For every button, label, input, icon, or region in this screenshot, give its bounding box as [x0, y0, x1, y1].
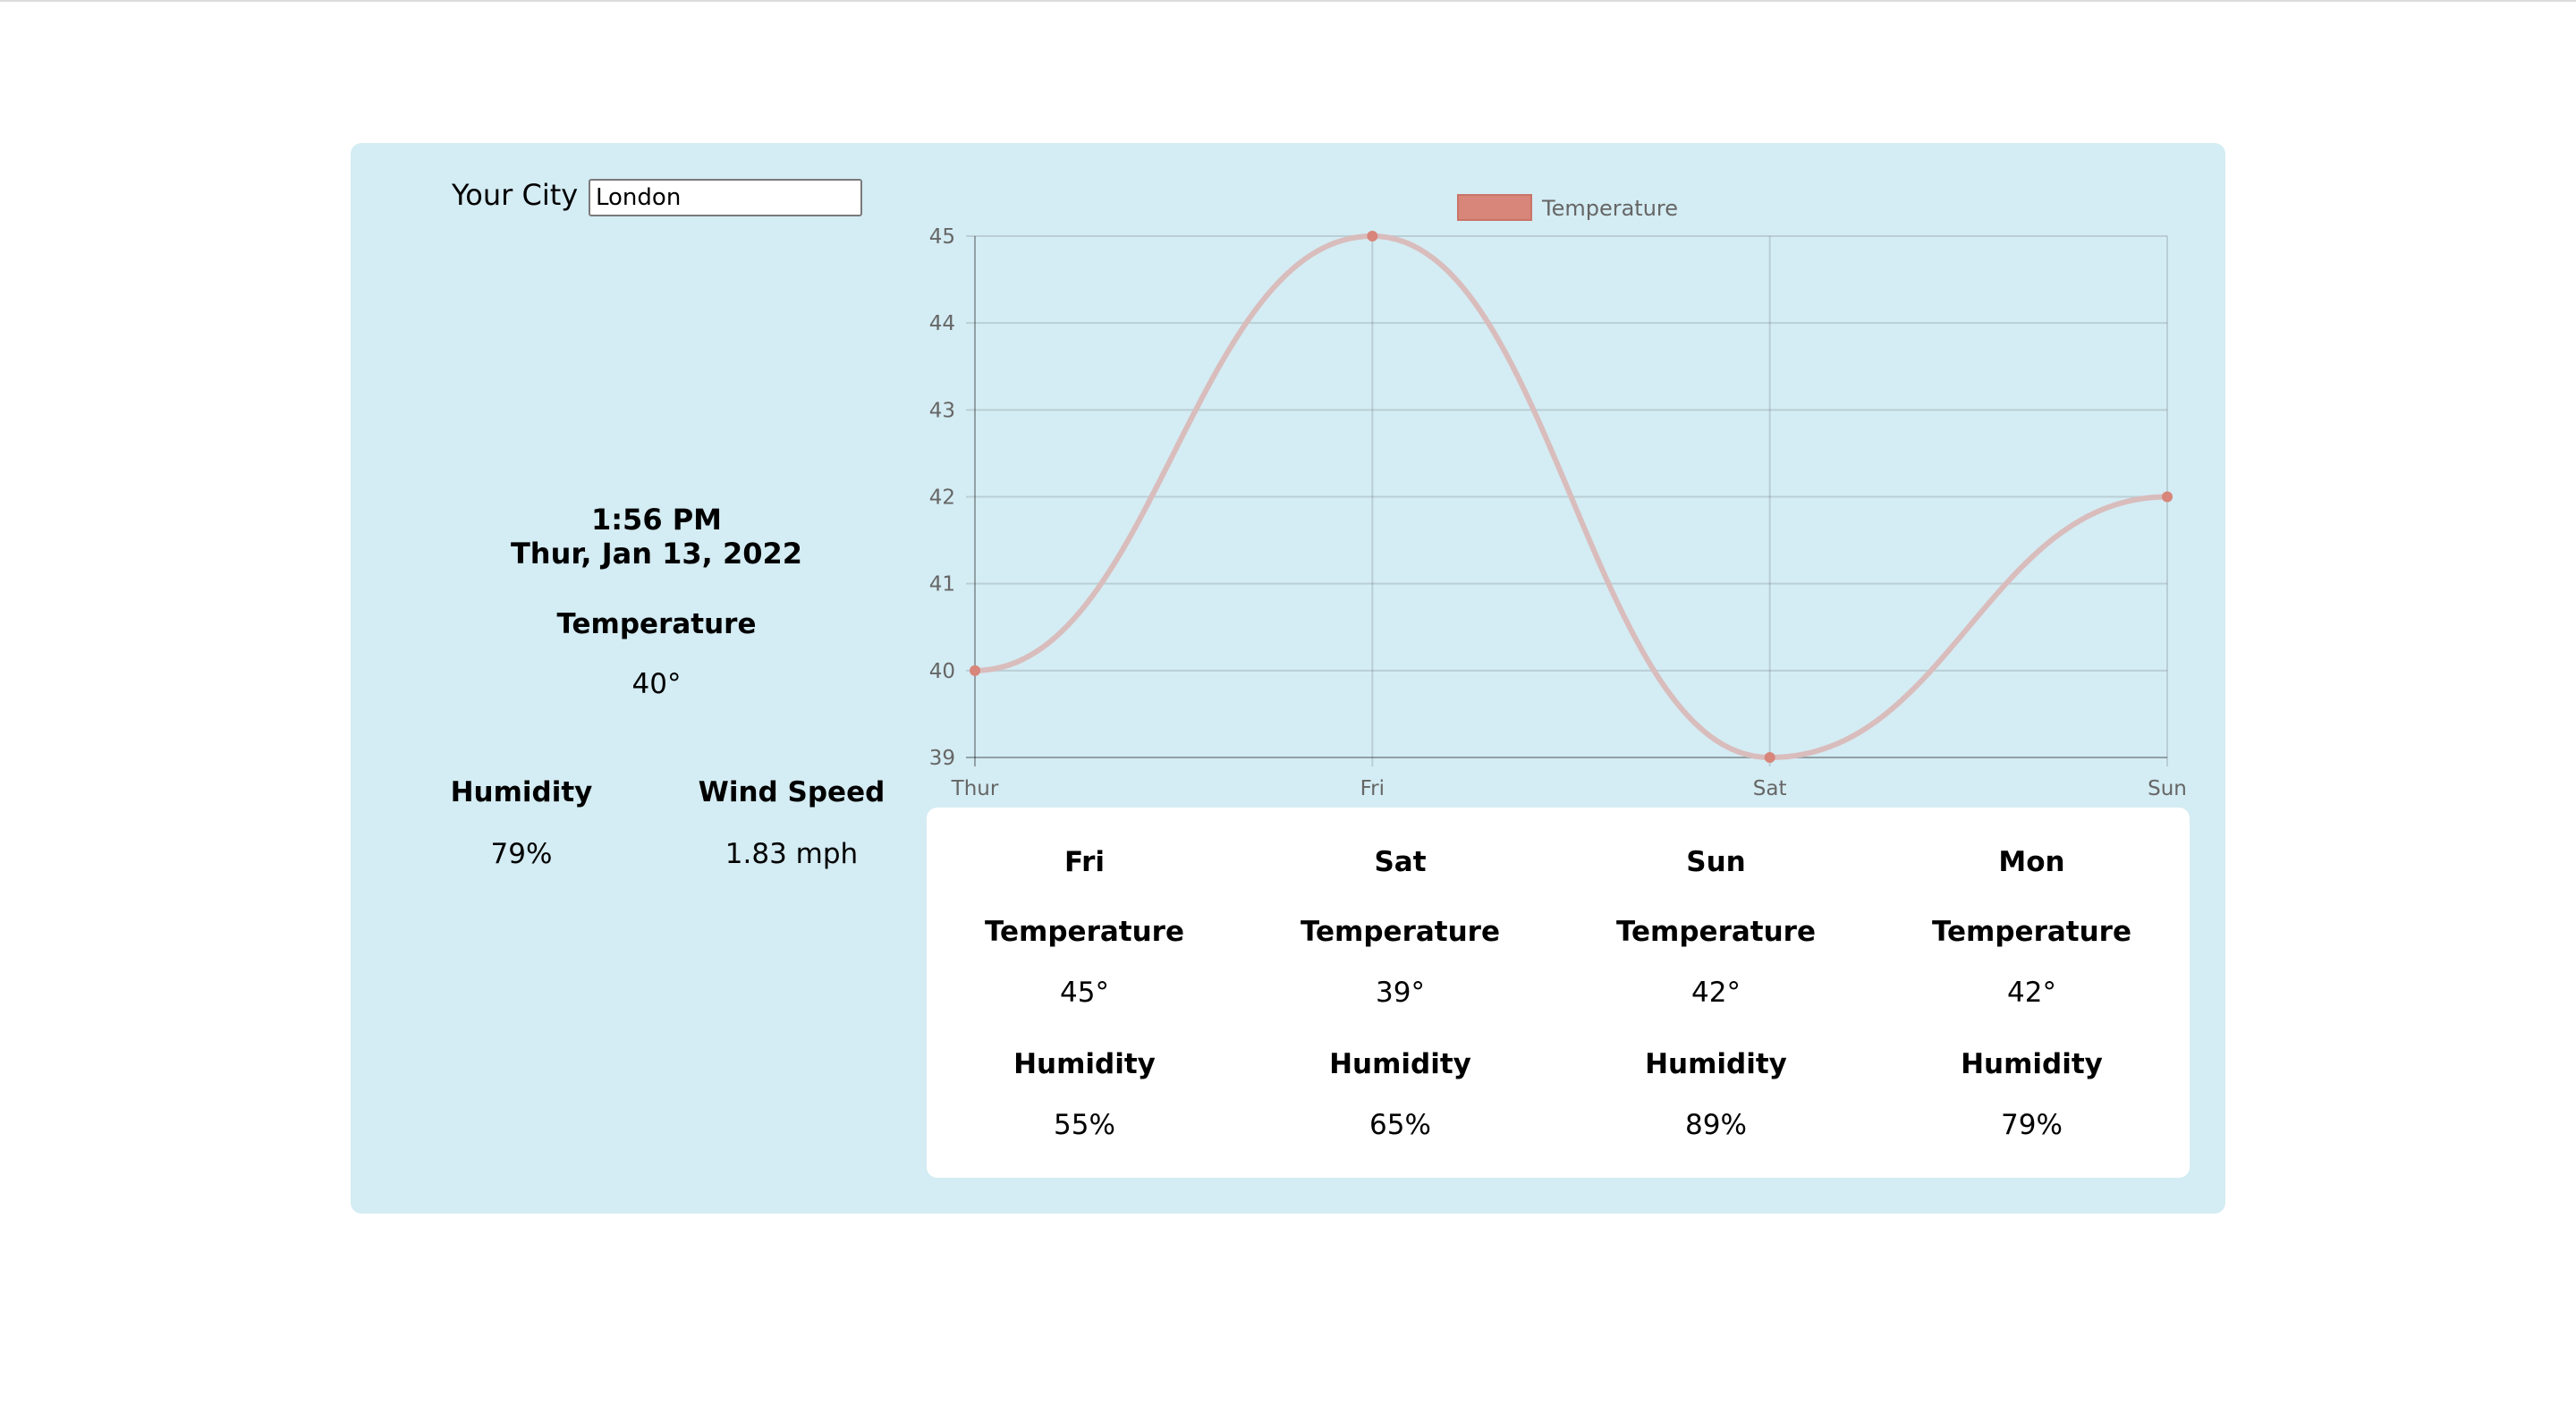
city-input[interactable]: [589, 179, 862, 216]
data-point: [1367, 231, 1378, 241]
forecast-humidity-label: Humidity: [1013, 1048, 1156, 1080]
forecast-day-card: Mon Temperature 42° Humidity 79%: [1874, 808, 2190, 1178]
forecast-humidity-value: 55%: [1054, 1109, 1115, 1141]
x-tick-label: Sat: [1753, 777, 1787, 800]
y-tick-label: 44: [929, 312, 955, 335]
forecast-temperature-label: Temperature: [1301, 916, 1500, 948]
current-date: Thur, Jan 13, 2022: [510, 537, 803, 571]
forecast-temperature-label: Temperature: [1616, 916, 1816, 948]
current-time: 1:56 PM: [590, 503, 723, 537]
forecast-humidity-value: 65%: [1369, 1109, 1431, 1141]
forecast-panel: Fri Temperature 45° Humidity 55% Sat Tem…: [927, 808, 2190, 1178]
forecast-temperature-value: 39°: [1376, 977, 1425, 1009]
chart-y-ticks: 39 40 41 42 43 44 45: [929, 225, 955, 770]
forecast-humidity-label: Humidity: [1329, 1048, 1471, 1080]
forecast-humidity-label: Humidity: [1961, 1048, 2103, 1080]
city-label: Your City: [452, 178, 579, 212]
x-tick-label: Fri: [1360, 777, 1385, 800]
current-temperature-value: 40°: [631, 668, 682, 700]
current-wind-value: 1.83 mph: [724, 838, 859, 870]
data-point: [970, 664, 980, 676]
forecast-day-name: Fri: [1063, 846, 1106, 878]
data-point: [2162, 491, 2173, 503]
y-tick-label: 40: [929, 660, 955, 683]
forecast-humidity-value: 89%: [1685, 1109, 1747, 1141]
data-point: [1764, 752, 1775, 763]
forecast-temperature-value: 45°: [1060, 977, 1109, 1009]
y-tick-label: 42: [929, 487, 955, 510]
current-humidity-value: 79%: [490, 838, 553, 870]
forecast-day-card: Sun Temperature 42° Humidity 89%: [1558, 808, 1874, 1178]
forecast-humidity-value: 79%: [2001, 1109, 2063, 1141]
y-tick-label: 45: [929, 225, 955, 249]
x-tick-label: Sun: [2148, 777, 2187, 800]
forecast-humidity-label: Humidity: [1645, 1048, 1787, 1080]
y-tick-label: 39: [929, 747, 955, 770]
temperature-chart: 39 40 41 42 43 44 45 Thur Fri Sat Sun Temperature: [929, 194, 2187, 800]
forecast-day-card: Sat Temperature 39° Humidity 65%: [1242, 808, 1558, 1178]
forecast-day-card: Fri Temperature 45° Humidity 55%: [927, 808, 1242, 1178]
chart-x-ticks: Thur Fri Sat Sun: [951, 777, 2187, 800]
series-line: [974, 233, 2168, 761]
legend-swatch: [1457, 194, 1532, 221]
current-temperature-label: Temperature: [556, 608, 757, 640]
chart-legend[interactable]: Temperature: [1457, 194, 1678, 221]
top-divider: [0, 0, 2576, 2]
y-tick-label: 41: [929, 573, 955, 597]
forecast-day-name: Mon: [1998, 846, 2065, 878]
x-tick-label: Thur: [951, 777, 999, 800]
forecast-temperature-label: Temperature: [1932, 916, 2131, 948]
forecast-temperature-value: 42°: [1691, 977, 1741, 1009]
forecast-temperature-label: Temperature: [985, 916, 1184, 948]
chart-series: [970, 231, 2173, 763]
legend-label: Temperature: [1541, 196, 1678, 221]
forecast-day-name: Sat: [1374, 846, 1427, 878]
forecast-day-name: Sun: [1686, 846, 1746, 878]
current-humidity-label: Humidity: [450, 776, 593, 808]
current-wind-label: Wind Speed: [698, 776, 886, 808]
forecast-temperature-value: 42°: [2007, 977, 2056, 1009]
y-tick-label: 43: [929, 399, 955, 422]
